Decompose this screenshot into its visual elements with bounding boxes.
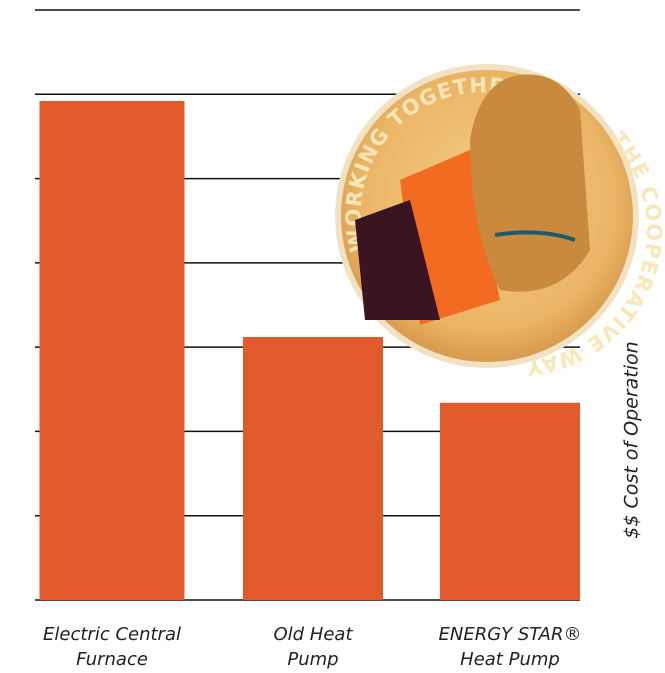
page: {"chart_data": {"type": "bar", "categori…	[0, 0, 665, 673]
leather-glove	[470, 74, 590, 291]
bar	[243, 337, 383, 600]
chart: WORKING TOGETHER THE COOPERATIVE WAY $$ …	[0, 0, 665, 673]
x-tick-label: ENERGY STAR®Heat Pump	[439, 624, 582, 670]
bar	[40, 101, 185, 600]
badge: WORKING TOGETHER THE COOPERATIVE WAY	[335, 64, 665, 380]
y-axis-label: $$ Cost of Operation	[621, 341, 643, 538]
bar	[440, 403, 580, 600]
